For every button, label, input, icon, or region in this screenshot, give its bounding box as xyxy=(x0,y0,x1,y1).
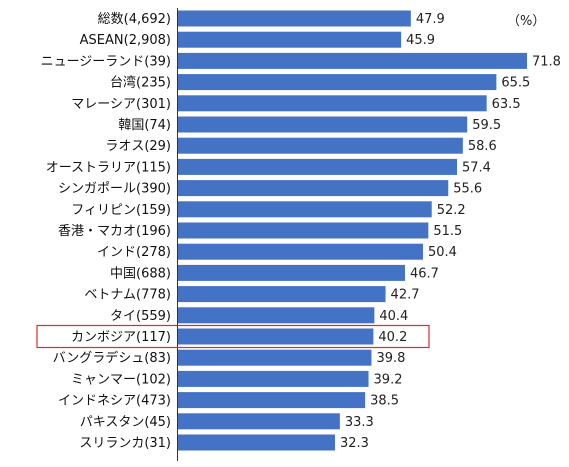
value-label: 63.5 xyxy=(492,97,521,112)
bar xyxy=(178,392,366,409)
category-label: バングラデシュ(83) xyxy=(53,350,171,366)
category-label: 中国(688) xyxy=(110,266,171,281)
category-label: ラオス(29) xyxy=(105,139,171,154)
category-label: インドネシア(473) xyxy=(58,394,171,409)
value-label: 38.5 xyxy=(370,394,399,409)
value-label: 50.4 xyxy=(428,245,457,260)
bar xyxy=(178,413,340,430)
bar xyxy=(178,95,487,112)
category-label: 香港・マカオ(196) xyxy=(58,224,171,239)
value-label: 65.5 xyxy=(501,76,530,91)
bar xyxy=(178,243,423,260)
value-label: 33.3 xyxy=(345,415,374,430)
value-label: 59.5 xyxy=(472,118,501,133)
value-label: 39.2 xyxy=(374,372,403,387)
value-label: 32.3 xyxy=(340,436,369,451)
category-label: 台湾(235) xyxy=(110,75,171,91)
value-label: 47.9 xyxy=(416,12,445,27)
bar xyxy=(178,74,497,91)
value-label: 58.6 xyxy=(468,139,497,154)
category-label: ミャンマー(102) xyxy=(71,372,171,387)
bar xyxy=(178,222,429,239)
bar xyxy=(178,31,402,48)
bar xyxy=(178,10,411,27)
category-labels: 総数(4,692) ASEAN(2,908) ニュージーランド(39) 台湾(235)… xyxy=(41,12,171,451)
category-label: カンボジア(117) xyxy=(71,330,171,345)
value-label: 39.8 xyxy=(376,351,405,366)
category-label: フィリピン(159) xyxy=(71,203,171,218)
value-label: 55.6 xyxy=(453,182,482,197)
category-label: ニュージーランド(39) xyxy=(41,54,171,69)
category-label: オーストラリア(115) xyxy=(46,160,171,175)
bar xyxy=(178,328,374,345)
value-label: 57.4 xyxy=(462,160,491,175)
bar xyxy=(178,116,468,133)
category-label: 韓国(74) xyxy=(118,118,171,133)
unit-label: （%） xyxy=(507,14,545,29)
category-label: ASEAN(2,908) xyxy=(80,33,171,48)
value-label: 51.5 xyxy=(433,224,462,239)
bar xyxy=(178,370,369,387)
category-label: インド(278) xyxy=(97,245,171,260)
bar xyxy=(178,52,527,69)
bar xyxy=(178,286,386,303)
category-label: タイ(559) xyxy=(110,309,171,324)
value-label: 40.2 xyxy=(378,330,407,345)
category-label: パキスタン(45) xyxy=(80,415,171,430)
bar xyxy=(178,434,336,451)
category-label: スリランカ(31) xyxy=(79,436,171,451)
bar xyxy=(178,180,449,197)
value-label: 46.7 xyxy=(410,266,439,281)
value-label: 45.9 xyxy=(406,33,435,48)
category-label: マレーシア(301) xyxy=(71,97,171,112)
category-label: シンガポール(390) xyxy=(58,182,171,197)
bar xyxy=(178,137,463,154)
value-label: 40.4 xyxy=(379,309,408,324)
category-label: ベトナム(778) xyxy=(84,288,171,303)
bar xyxy=(178,349,372,366)
highlight-frame xyxy=(36,324,430,349)
value-label: 52.2 xyxy=(437,203,466,218)
category-label: 総数(4,692) xyxy=(98,12,171,27)
value-label: 71.8 xyxy=(532,54,561,69)
value-labels: 47.9 45.9 71.865.5 63.5 59.5 58.6 57.4 55.6 52.2… xyxy=(340,12,561,451)
bar xyxy=(178,307,375,324)
bar xyxy=(178,158,458,175)
bar xyxy=(178,264,405,281)
value-label: 42.7 xyxy=(391,288,420,303)
bar xyxy=(178,201,432,218)
bars xyxy=(178,10,527,451)
